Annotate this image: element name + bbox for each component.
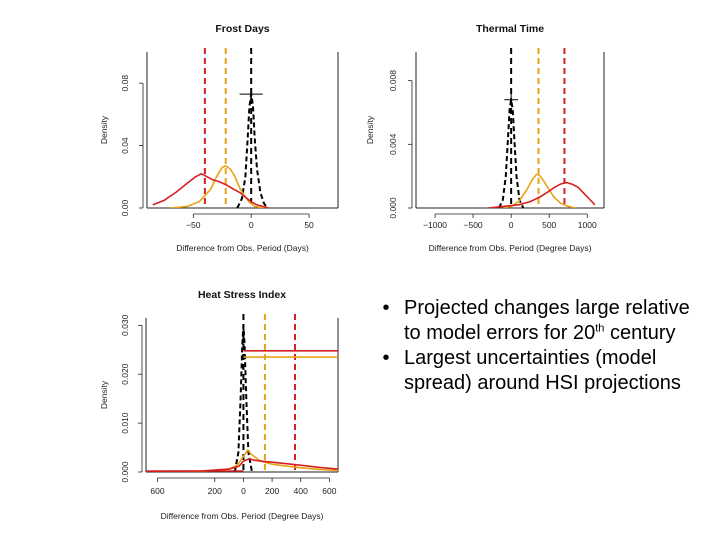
- y-tick-label: 0.004: [388, 133, 398, 155]
- chart-title: Heat Stress Index: [198, 289, 286, 301]
- series-line: [152, 172, 269, 208]
- chart-title: Thermal Time: [476, 23, 544, 35]
- bullet-1-text: Projected changes large relative to mode…: [404, 297, 690, 344]
- bullet-dot: •: [382, 347, 390, 369]
- series-line: [146, 458, 338, 472]
- x-tick-label: 500: [542, 220, 556, 230]
- y-tick-label: 0.030: [120, 314, 130, 336]
- x-tick-label: −500: [464, 220, 483, 230]
- x-axis-label: Difference from Obs. Period (Degree Days…: [429, 243, 592, 253]
- chart-panel-1: Frost Days −50 0 50 0.00 0.04 0.08 Difference f…: [99, 23, 339, 253]
- x-axis-label: Difference from Obs. Period (Degree Days…: [161, 511, 324, 521]
- bullet-item-2: • Largest uncertainties (model spread) a…: [368, 346, 708, 396]
- y-tick-label: 0.04: [120, 137, 130, 154]
- x-tick-label: 200: [208, 486, 222, 496]
- series-line: [233, 324, 253, 472]
- x-tick-label: 1000: [578, 220, 597, 230]
- y-axis-label: Density: [365, 115, 375, 144]
- plot-area: [146, 314, 338, 472]
- bullet-list: • Projected changes large relative to mo…: [368, 296, 708, 396]
- y-axis-label: Density: [99, 115, 109, 144]
- plot-area: [152, 48, 269, 208]
- y-tick-label: 0.08: [120, 75, 130, 92]
- chart-panel-3: Heat Stress Index 600 200 0 200 400 600 0.000 0.…: [99, 289, 339, 521]
- x-tick-label: −50: [186, 220, 201, 230]
- x-tick-label: 600: [150, 486, 164, 496]
- bullet-1-text-end: century: [604, 322, 676, 344]
- x-tick-label: −1000: [423, 220, 447, 230]
- series-line: [503, 173, 576, 208]
- bullet-dot: •: [382, 297, 390, 319]
- bullet-2-text: Largest uncertainties (model spread) aro…: [404, 347, 681, 394]
- x-tick-label: 200: [265, 486, 279, 496]
- y-tick-label: 0.010: [120, 412, 130, 434]
- x-tick-label: 0: [249, 220, 254, 230]
- x-axis-label: Difference from Obs. Period (Days): [176, 243, 309, 253]
- x-tick-label: 400: [294, 486, 308, 496]
- x-tick-label: 0: [509, 220, 514, 230]
- y-tick-label: 0.020: [120, 363, 130, 385]
- series-line: [146, 449, 338, 472]
- series-line: [236, 93, 269, 208]
- y-tick-label: 0.000: [120, 461, 130, 483]
- plot-area: [488, 48, 596, 208]
- x-tick-label: 50: [304, 220, 314, 230]
- y-axis-label: Density: [99, 380, 109, 409]
- y-tick-label: 0.00: [120, 199, 130, 216]
- chart-title: Frost Days: [215, 23, 269, 35]
- series-line: [170, 165, 269, 208]
- series-line: [498, 98, 525, 208]
- y-tick-label: 0.000: [388, 197, 398, 219]
- x-tick-label: 600: [322, 486, 336, 496]
- series-line: [488, 181, 596, 208]
- bullet-1-superscript: th: [595, 322, 605, 335]
- y-tick-label: 0.008: [388, 70, 398, 92]
- bullet-item-1: • Projected changes large relative to mo…: [368, 296, 708, 346]
- chart-panel-2: Thermal Time −1000 −500 0 500 1000 0.000 0.004 0…: [365, 23, 605, 253]
- x-tick-label: 0: [241, 486, 246, 496]
